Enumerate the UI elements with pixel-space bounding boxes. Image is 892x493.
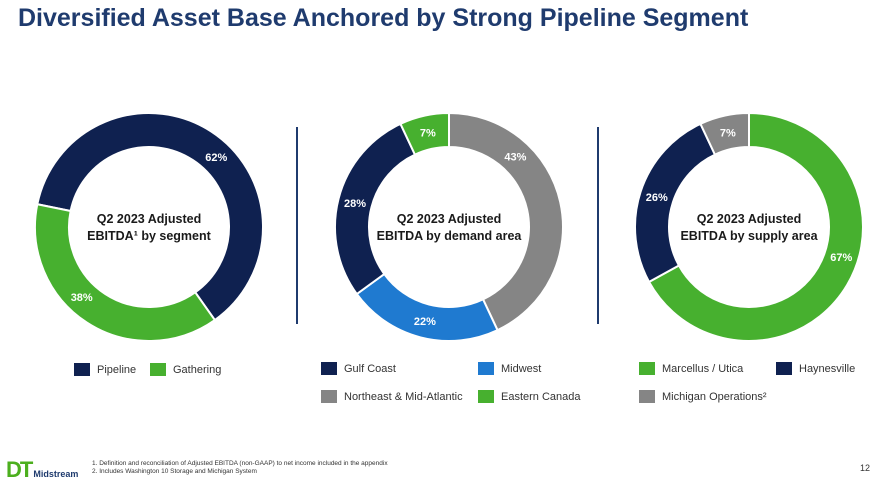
data-label: 7% bbox=[420, 127, 436, 139]
page-number: 12 bbox=[859, 463, 870, 473]
footnotes: 1. Definition and reconciliation of Adju… bbox=[92, 460, 388, 476]
legend-swatch bbox=[478, 362, 494, 375]
donut-slice-midwest bbox=[355, 272, 499, 342]
legend-swatch bbox=[639, 362, 655, 375]
legend-label: Gathering bbox=[173, 363, 222, 376]
donut-slice-michigan-operations bbox=[699, 111, 750, 156]
legend-swatch bbox=[150, 363, 166, 376]
company-logo: DT Midstream bbox=[6, 457, 79, 482]
center-label: EBITDA by supply area bbox=[680, 229, 818, 243]
donut-slice-eastern-canada bbox=[399, 111, 450, 156]
footnote-2: 2. Includes Washington 10 Storage and Mi… bbox=[92, 468, 257, 475]
legend-item-midwest: Midwest bbox=[478, 362, 541, 375]
data-label: 22% bbox=[414, 316, 436, 328]
donut-slice-pipeline bbox=[36, 112, 264, 322]
legend-item-marcellus: Marcellus / Utica bbox=[639, 362, 743, 375]
data-label: 62% bbox=[205, 152, 227, 164]
legend-swatch bbox=[321, 362, 337, 375]
page-title: Diversified Asset Base Anchored by Stron… bbox=[18, 4, 749, 32]
legend-label: Marcellus / Utica bbox=[662, 362, 744, 375]
legend-swatch bbox=[776, 362, 792, 375]
data-label: 28% bbox=[344, 198, 366, 210]
legend-label: Northeast & Mid-Atlantic bbox=[344, 390, 463, 403]
center-label: Q2 2023 Adjusted bbox=[697, 212, 801, 226]
donut-slice-gathering bbox=[34, 203, 217, 342]
legend-swatch bbox=[74, 363, 90, 376]
legend-item-haynesville: Haynesville bbox=[776, 362, 855, 375]
center-label: EBITDA by demand area bbox=[377, 229, 523, 243]
center-label: Q2 2023 Adjusted bbox=[397, 212, 501, 226]
legend-label: Pipeline bbox=[97, 363, 137, 376]
data-label: 43% bbox=[504, 151, 526, 163]
center-label: Q2 2023 Adjusted bbox=[97, 212, 201, 226]
data-label: 38% bbox=[71, 292, 93, 304]
legend-label: Gulf Coast bbox=[344, 362, 396, 375]
footnote-1: 1. Definition and reconciliation of Adju… bbox=[92, 460, 388, 467]
legend-label: Eastern Canada bbox=[501, 390, 581, 403]
logo-wordmark: Midstream bbox=[33, 469, 79, 479]
legend-item-eastern-canada: Eastern Canada bbox=[478, 390, 581, 403]
divider-right bbox=[597, 127, 599, 324]
legend-label: Michigan Operations² bbox=[662, 390, 767, 403]
data-label: 7% bbox=[720, 127, 736, 139]
logo-mark: DT bbox=[6, 457, 33, 482]
legend-label: Haynesville bbox=[799, 362, 856, 375]
divider-left bbox=[296, 127, 298, 324]
legend-swatch bbox=[321, 390, 337, 403]
data-label: 26% bbox=[646, 192, 668, 204]
center-label: EBITDA¹ by segment bbox=[87, 229, 211, 243]
legend-swatch bbox=[478, 390, 494, 403]
legend-item-gathering: Gathering bbox=[150, 363, 221, 376]
legend-item-pipeline: Pipeline bbox=[74, 363, 136, 376]
legend-label: Midwest bbox=[501, 362, 542, 375]
legend-item-michigan: Michigan Operations² bbox=[639, 390, 767, 403]
donut-slice-northeast-mid-atlantic bbox=[448, 111, 564, 332]
legend-swatch bbox=[639, 390, 655, 403]
data-label: 67% bbox=[830, 252, 852, 264]
legend-item-gulf-coast: Gulf Coast bbox=[321, 362, 396, 375]
donut-slice-marcellus-utica bbox=[647, 111, 864, 342]
legend-item-northeast: Northeast & Mid-Atlantic bbox=[321, 390, 463, 403]
